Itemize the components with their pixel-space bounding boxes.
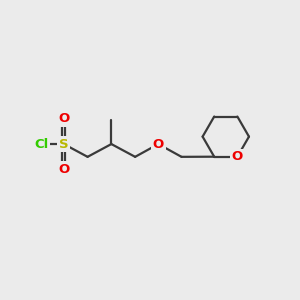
Text: O: O [232, 150, 243, 163]
Text: O: O [58, 112, 69, 125]
Text: O: O [153, 138, 164, 151]
Text: O: O [58, 163, 69, 176]
Text: Cl: Cl [34, 138, 49, 151]
Text: S: S [59, 138, 69, 151]
